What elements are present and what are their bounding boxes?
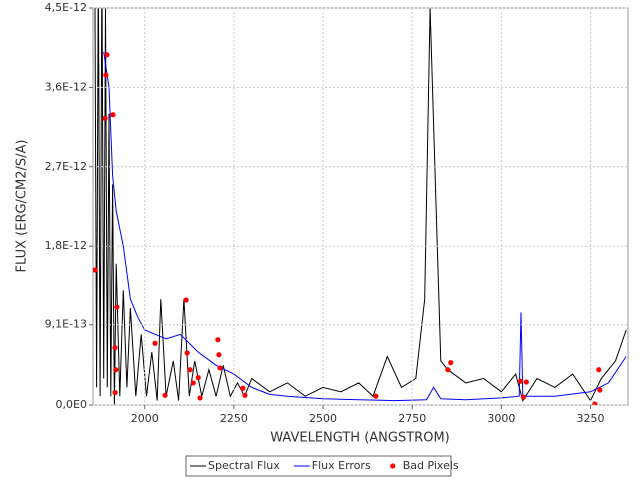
- bad-pixel: [215, 337, 221, 343]
- bad-pixel: [114, 304, 120, 310]
- legend-label: Spectral Flux: [208, 459, 280, 472]
- bad-pixel: [112, 345, 118, 351]
- bad-pixel: [216, 352, 222, 358]
- bad-pixel: [183, 297, 189, 303]
- series-line: [94, 8, 627, 405]
- bad-pixel: [596, 367, 602, 373]
- bad-pixel: [592, 401, 598, 405]
- bad-pixel: [520, 394, 527, 400]
- bad-pixel: [448, 360, 454, 366]
- bad-pixel: [597, 387, 603, 393]
- legend-label: Flux Errors: [312, 459, 371, 472]
- legend-label: Bad Pixels: [403, 459, 459, 472]
- x-axis-label: WAVELENGTH (ANGSTROM): [270, 431, 449, 446]
- bad-pixel: [518, 378, 524, 384]
- bad-pixel: [242, 392, 248, 398]
- bad-pixel: [523, 379, 529, 385]
- x-tick-label: 2750: [398, 412, 426, 425]
- bad-pixel: [217, 365, 223, 371]
- y-tick-label: 2,7E-12: [45, 160, 87, 173]
- x-tick-label: 3250: [577, 412, 605, 425]
- bad-pixel: [195, 375, 201, 381]
- bad-pixel: [184, 350, 190, 356]
- bad-pixel: [103, 72, 109, 78]
- y-tick-label: 1,8E-12: [45, 239, 87, 252]
- bad-pixel: [104, 52, 110, 58]
- y-tick-label: 3,6E-12: [45, 80, 87, 93]
- x-tick-label: 2500: [309, 412, 337, 425]
- x-tick-label: 2250: [220, 412, 248, 425]
- y-tick-label: 0,0E0: [56, 398, 87, 411]
- bad-pixel: [102, 115, 108, 121]
- bad-pixel: [113, 367, 119, 373]
- plot-content: [93, 8, 627, 405]
- bad-pixel: [373, 393, 379, 399]
- y-tick-label: 4,5E-12: [45, 1, 87, 14]
- bad-pixel: [197, 395, 203, 401]
- legend-marker: [390, 463, 396, 469]
- bad-pixel: [187, 367, 193, 373]
- y-axis-label: FLUX (ERG/CM2/S/A): [15, 140, 30, 273]
- x-tick-label: 2000: [131, 412, 159, 425]
- bad-pixel: [190, 380, 196, 386]
- bad-pixel: [152, 340, 158, 346]
- legend: [185, 455, 452, 477]
- x-tick-label: 3000: [487, 412, 515, 425]
- plot-area: [92, 7, 629, 406]
- y-tick-label: 9,1E-13: [45, 318, 87, 331]
- bad-pixel: [93, 267, 98, 273]
- series-line: [103, 52, 627, 402]
- bad-pixel: [110, 112, 116, 118]
- bad-pixel: [162, 392, 168, 398]
- bad-pixel: [240, 385, 246, 391]
- bad-pixel: [112, 390, 118, 396]
- bad-pixel: [445, 367, 451, 373]
